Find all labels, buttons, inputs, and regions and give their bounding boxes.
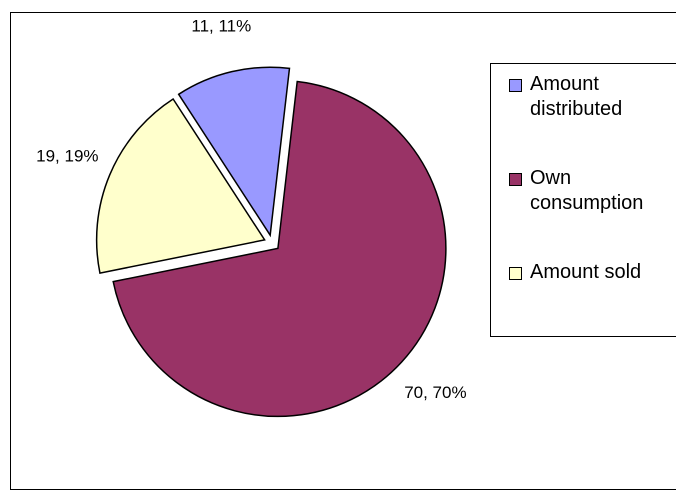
data-label: 19, 19% xyxy=(36,146,98,165)
legend-label: Own consumption xyxy=(530,167,644,214)
legend-entry: Amount sold xyxy=(509,260,676,285)
legend-label: Amount distributed xyxy=(530,73,623,120)
legend-swatch xyxy=(509,173,522,186)
pie-slice xyxy=(177,66,291,238)
pie-slice xyxy=(112,80,447,418)
data-label: 70, 70% xyxy=(404,383,466,402)
legend-entry: Amount distributed xyxy=(509,72,676,122)
legend-entry: Own consumption xyxy=(509,166,676,216)
data-label: 11, 11% xyxy=(191,16,251,35)
legend-swatch xyxy=(509,79,522,92)
pie-slice xyxy=(95,97,266,274)
legend-label: Amount sold xyxy=(530,261,642,283)
legend: Amount distributed Own consumption Amount … xyxy=(490,63,676,337)
legend-swatch xyxy=(509,267,522,280)
